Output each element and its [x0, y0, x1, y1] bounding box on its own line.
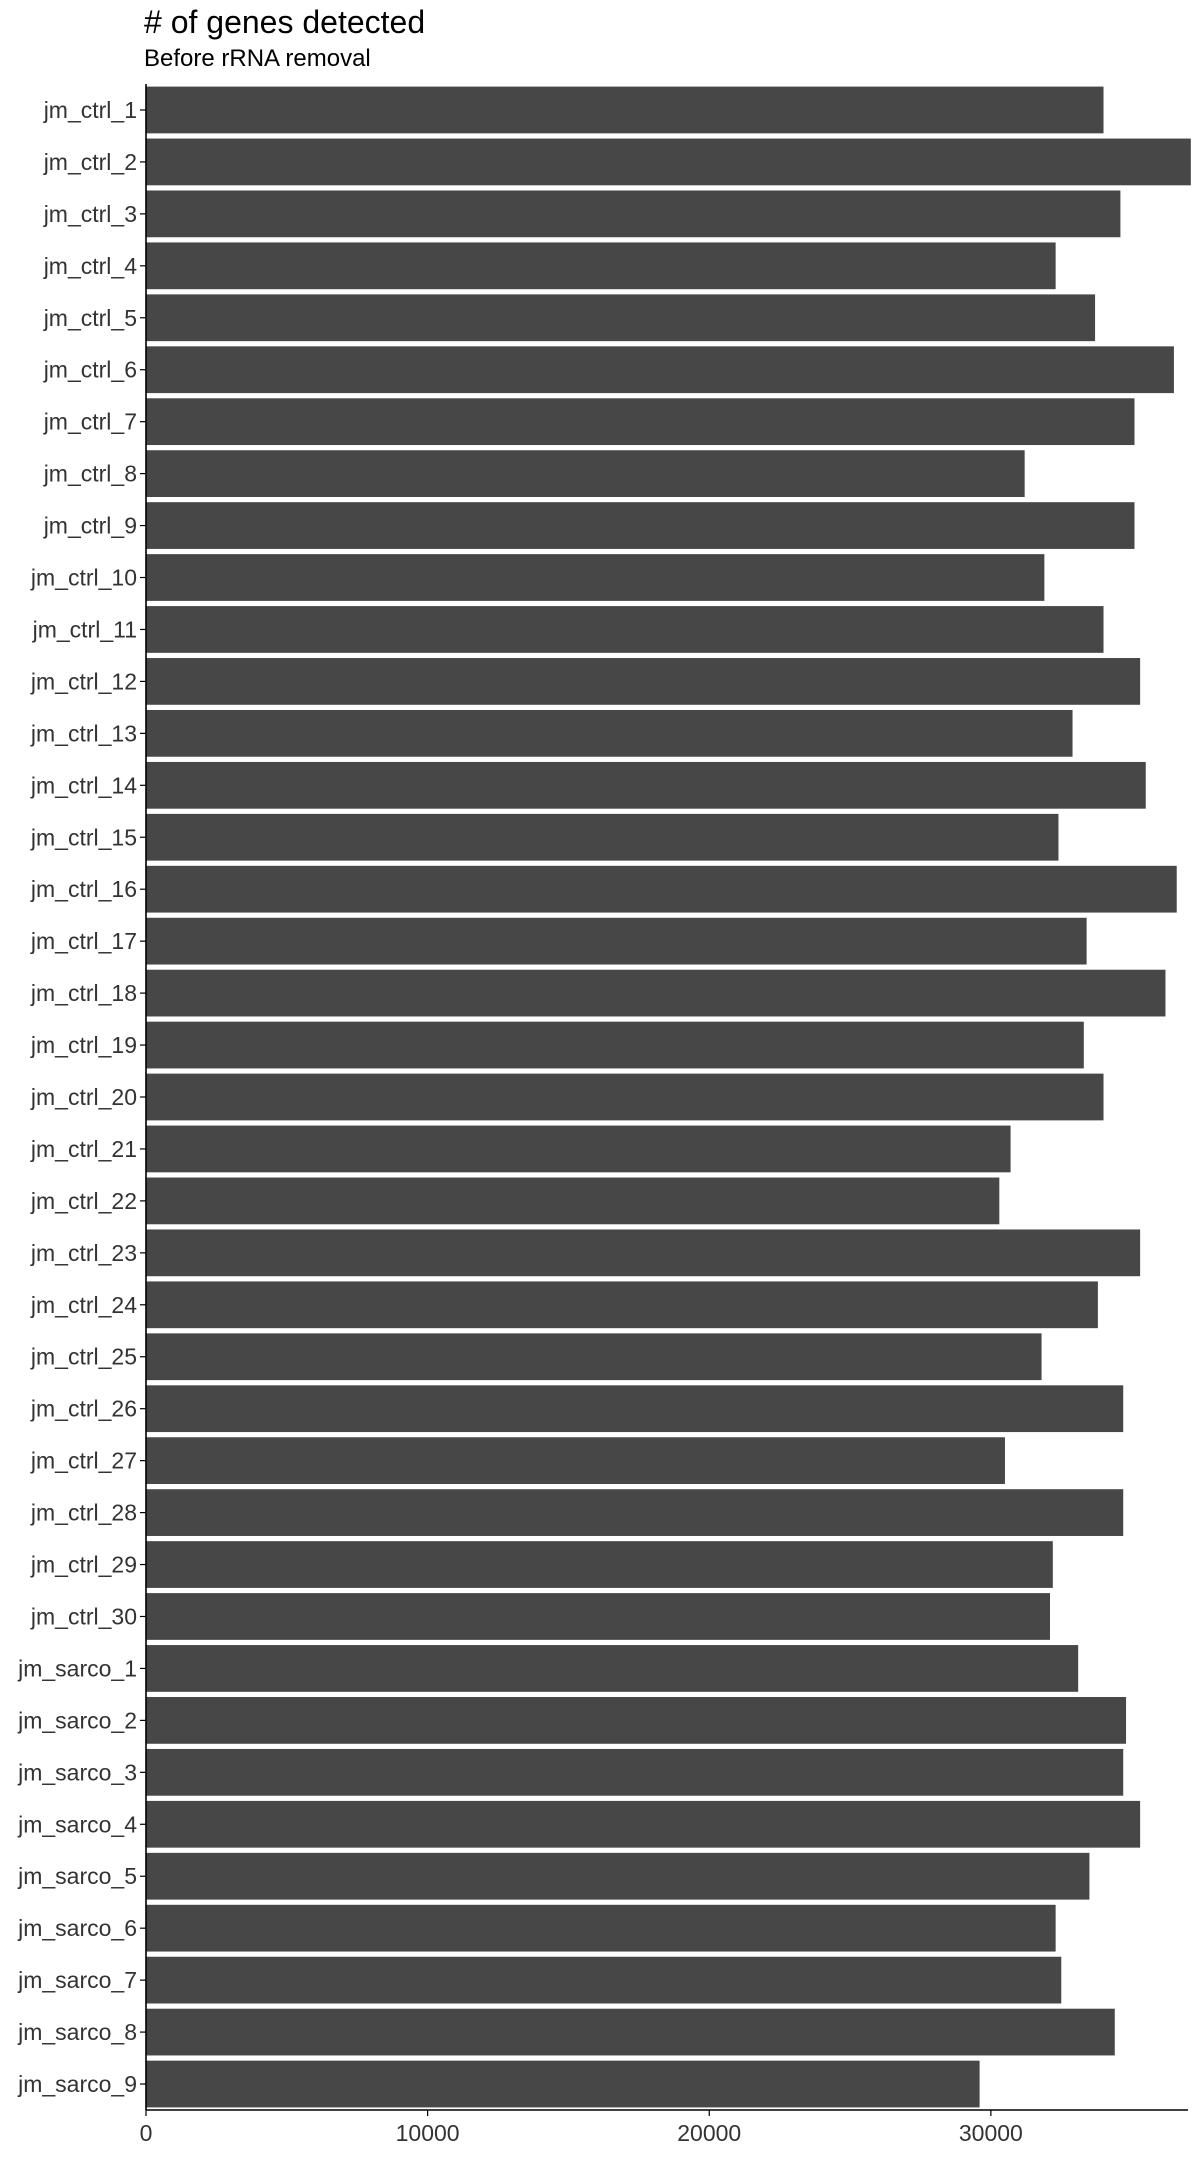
bar-jm_ctrl_27 — [146, 1437, 1005, 1485]
y-tick-label: jm_ctrl_1 — [43, 97, 137, 123]
bar-jm_ctrl_9 — [146, 502, 1135, 549]
bar-jm_ctrl_18 — [146, 969, 1166, 1017]
y-tick-label: jm_ctrl_18 — [30, 980, 137, 1006]
x-axis-ticks: 0 10000 20000 30000 — [140, 2110, 1023, 2146]
bar-jm_ctrl_1 — [146, 86, 1104, 134]
y-axis-labels: jm_ctrl_1 jm_ctrl_2 jm_ctrl_3 jm_ctrl_4 jm_c… — [17, 97, 146, 2097]
y-tick-label: jm_sarco_2 — [17, 1707, 137, 1733]
bar-jm_ctrl_11 — [146, 606, 1104, 653]
bar-jm_ctrl_6 — [146, 346, 1174, 394]
bar-jm_sarco_4 — [146, 1800, 1141, 1848]
bar-jm_ctrl_15 — [146, 813, 1059, 861]
bar-jm_ctrl_16 — [146, 865, 1177, 913]
y-tick-label: jm_ctrl_2 — [43, 149, 137, 175]
y-tick-label: jm_ctrl_29 — [30, 1552, 137, 1578]
bar-jm_ctrl_30 — [146, 1593, 1051, 1640]
bar-jm_ctrl_7 — [146, 398, 1135, 446]
bar-jm_ctrl_21 — [146, 1125, 1011, 1173]
y-tick-label: jm_ctrl_23 — [30, 1240, 137, 1266]
bar-jm_sarco_8 — [146, 2008, 1115, 2056]
y-tick-label: jm_ctrl_15 — [30, 824, 137, 850]
chart-title: # of genes detected — [144, 4, 426, 40]
bar-jm_ctrl_17 — [146, 917, 1087, 965]
bar-jm_sarco_3 — [146, 1748, 1124, 1796]
bar-jm_sarco_7 — [146, 1956, 1062, 2004]
y-tick-label: jm_sarco_6 — [17, 1915, 137, 1941]
bar-jm_ctrl_23 — [146, 1229, 1141, 1277]
bar-jm_ctrl_25 — [146, 1333, 1042, 1381]
y-tick-label: jm_ctrl_17 — [30, 928, 137, 954]
y-tick-label: jm_sarco_9 — [17, 2071, 137, 2097]
bar-jm_ctrl_28 — [146, 1489, 1124, 1536]
x-tick-label: 30000 — [959, 2120, 1023, 2146]
bar-jm_sarco_2 — [146, 1697, 1127, 1744]
y-tick-label: jm_ctrl_9 — [43, 513, 137, 539]
y-tick-label: jm_ctrl_11 — [32, 616, 137, 642]
y-tick-label: jm_sarco_3 — [17, 1759, 137, 1785]
y-tick-label: jm_ctrl_10 — [30, 565, 137, 591]
x-tick-label: 20000 — [677, 2120, 741, 2146]
y-tick-label: jm_ctrl_6 — [43, 357, 137, 383]
bar-jm_ctrl_26 — [146, 1385, 1124, 1433]
y-tick-label: jm_ctrl_20 — [30, 1084, 137, 1110]
y-tick-label: jm_ctrl_21 — [30, 1136, 137, 1162]
y-tick-label: jm_ctrl_24 — [30, 1292, 137, 1318]
y-tick-label: jm_ctrl_16 — [30, 876, 137, 902]
y-tick-label: jm_ctrl_8 — [43, 461, 137, 487]
bar-jm_ctrl_10 — [146, 554, 1045, 601]
bar-jm_sarco_6 — [146, 1904, 1056, 1952]
y-tick-label: jm_ctrl_26 — [30, 1396, 137, 1422]
y-tick-label: jm_sarco_5 — [17, 1863, 137, 1889]
x-tick-label: 0 — [140, 2120, 153, 2146]
y-tick-label: jm_sarco_7 — [17, 1967, 137, 1993]
bar-jm_ctrl_19 — [146, 1021, 1084, 1069]
y-tick-label: jm_ctrl_25 — [30, 1344, 137, 1370]
bar-jm_ctrl_12 — [146, 658, 1141, 705]
bar-jm_ctrl_5 — [146, 294, 1096, 342]
bar-jm_ctrl_3 — [146, 190, 1121, 238]
y-tick-label: jm_sarco_1 — [17, 1655, 137, 1681]
y-tick-label: jm_sarco_8 — [17, 2019, 137, 2045]
y-tick-label: jm_ctrl_19 — [30, 1032, 137, 1058]
chart-subtitle: Before rRNA removal — [144, 45, 371, 72]
y-tick-label: jm_ctrl_22 — [30, 1188, 137, 1214]
bars-layer — [146, 86, 1191, 2108]
bar-jm_ctrl_14 — [146, 761, 1146, 809]
bar-jm_ctrl_4 — [146, 242, 1056, 290]
y-tick-label: jm_ctrl_27 — [30, 1448, 137, 1474]
bar-jm_ctrl_22 — [146, 1177, 1000, 1225]
axes-layer — [145, 84, 1188, 2111]
y-tick-label: jm_ctrl_5 — [43, 305, 137, 331]
bar-jm_sarco_1 — [146, 1645, 1079, 1692]
y-tick-label: jm_ctrl_30 — [30, 1603, 137, 1629]
bar-jm_ctrl_8 — [146, 450, 1025, 497]
bar-jm_ctrl_13 — [146, 709, 1073, 757]
bar-jm_ctrl_29 — [146, 1541, 1053, 1588]
y-tick-label: jm_ctrl_12 — [30, 668, 137, 694]
bar-jm_ctrl_24 — [146, 1281, 1098, 1329]
y-tick-label: jm_ctrl_7 — [43, 409, 137, 435]
bar-jm_ctrl_2 — [146, 138, 1191, 186]
y-tick-label: jm_ctrl_3 — [43, 201, 137, 227]
y-tick-label: jm_sarco_4 — [17, 1811, 137, 1837]
y-tick-label: jm_ctrl_4 — [43, 253, 138, 279]
y-tick-label: jm_ctrl_14 — [30, 772, 137, 798]
bar-jm_sarco_5 — [146, 1852, 1090, 1900]
y-tick-label: jm_ctrl_13 — [30, 720, 137, 746]
bar-jm_ctrl_20 — [146, 1073, 1104, 1121]
bar-jm_sarco_9 — [146, 2060, 980, 2108]
x-tick-label: 10000 — [396, 2120, 460, 2146]
y-tick-label: jm_ctrl_28 — [30, 1500, 137, 1526]
